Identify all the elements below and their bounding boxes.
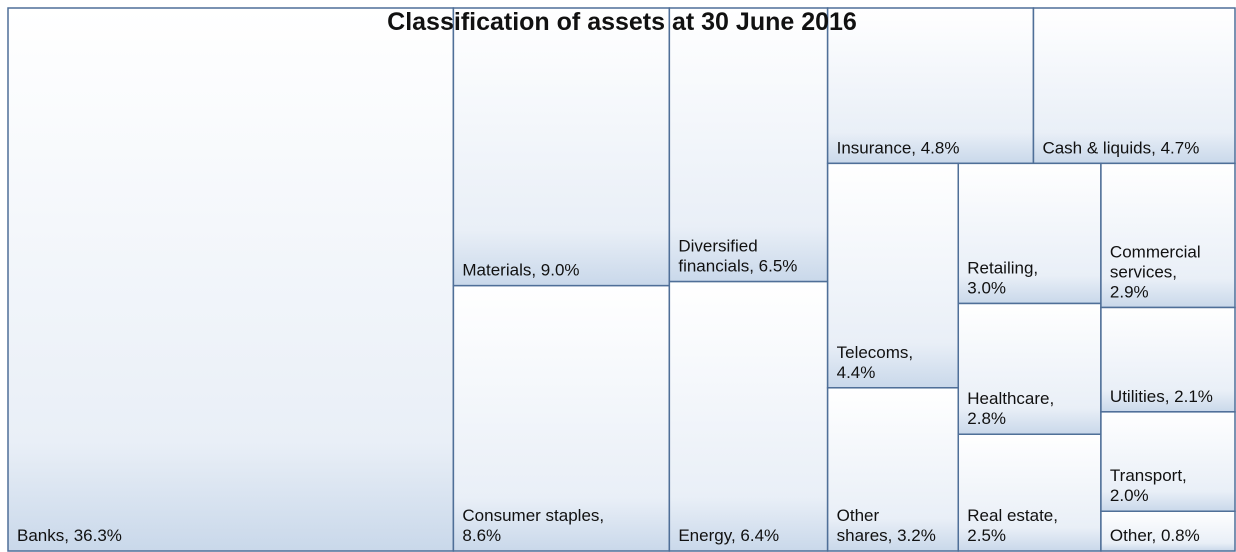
cell xyxy=(1100,411,1236,512)
cell xyxy=(957,433,1102,552)
cell xyxy=(1100,306,1236,413)
chart-title: Classification of assets at 30 June 2016 xyxy=(387,8,857,36)
cell-label: Healthcare, 2.8% xyxy=(967,389,1054,428)
cell-label: Materials, 9.0% xyxy=(462,261,579,280)
cell xyxy=(668,280,829,552)
cell-label: Utilities, 2.1% xyxy=(1110,387,1213,406)
cell-label: Cash & liquids, 4.7% xyxy=(1042,138,1199,157)
cell xyxy=(826,7,1035,165)
cells: Banks, 36.3% Materials, 9.0% Consumer stap… xyxy=(7,7,1236,552)
cell-label: Other shares, 3.2% xyxy=(837,506,936,545)
cell-label: Insurance, 4.8% xyxy=(837,138,960,157)
cell xyxy=(957,162,1102,305)
cell-label: Energy, 6.4% xyxy=(678,526,779,545)
cell xyxy=(1100,510,1236,552)
cell xyxy=(826,387,960,552)
cell xyxy=(1100,162,1236,309)
cell-label: Other, 0.8% xyxy=(1110,526,1200,545)
cell xyxy=(452,284,671,552)
cell-label: Transport, 2.0% xyxy=(1110,466,1187,505)
cell xyxy=(452,7,671,287)
cell xyxy=(1032,7,1236,165)
cell-label: Retailing, 3.0% xyxy=(967,258,1038,297)
cell-label: Banks, 36.3% xyxy=(17,526,122,545)
cell-label: Real estate, 2.5% xyxy=(967,506,1058,545)
cell-label: Commercial services, 2.9% xyxy=(1110,242,1201,301)
cell-label: Consumer staples, 8.6% xyxy=(462,506,604,545)
cell xyxy=(7,7,455,552)
cell xyxy=(826,162,960,389)
cell-label: Telecoms, 4.4% xyxy=(837,343,914,382)
cell-label: Diversified financials, 6.5% xyxy=(678,237,797,276)
